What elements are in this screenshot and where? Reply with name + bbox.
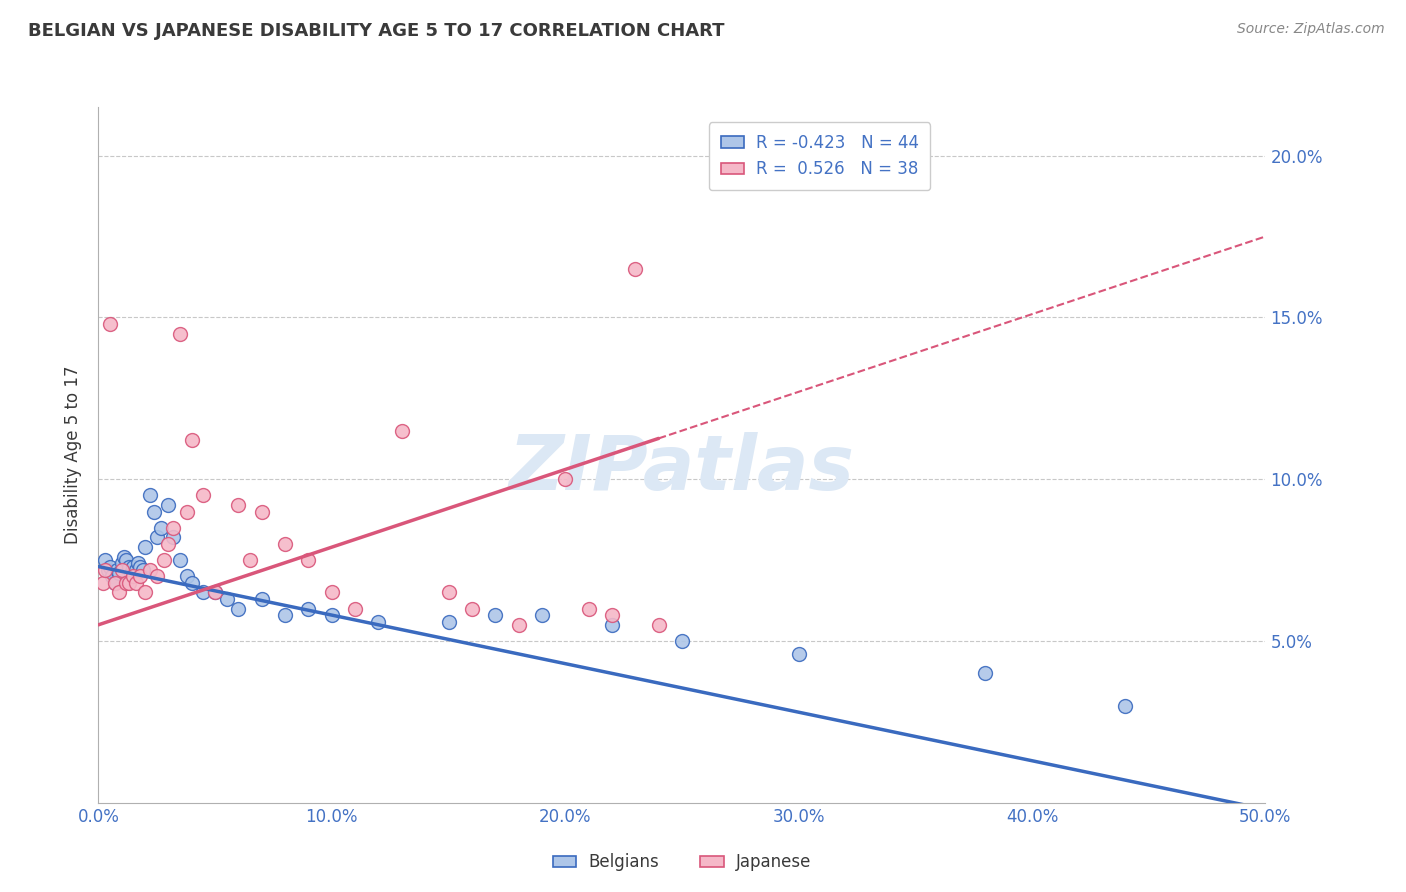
Point [180, 434, 202, 448]
Point [94, 563, 117, 577]
Point [647, 617, 669, 632]
Point [104, 575, 127, 590]
Point [624, 261, 647, 276]
Point [274, 537, 297, 551]
Point [297, 601, 319, 615]
Text: Source: ZipAtlas.com: Source: ZipAtlas.com [1237, 22, 1385, 37]
Point [239, 553, 262, 567]
Point [250, 504, 273, 518]
Point [228, 498, 250, 512]
Point [193, 585, 215, 599]
Point [143, 504, 166, 518]
Point [94, 553, 117, 567]
Point [129, 559, 152, 574]
Point [162, 531, 184, 545]
Point [118, 575, 141, 590]
Point [508, 617, 530, 632]
Point [150, 521, 173, 535]
Point [132, 563, 155, 577]
Point [98, 317, 121, 331]
Text: ZIPatlas: ZIPatlas [509, 432, 855, 506]
Point [204, 585, 226, 599]
Point [169, 326, 191, 341]
Point [108, 566, 131, 580]
Point [127, 557, 149, 571]
Point [344, 601, 367, 615]
Point [152, 553, 174, 567]
Point [176, 504, 198, 518]
Point [169, 553, 191, 567]
Point [139, 488, 162, 502]
Point [111, 563, 134, 577]
Point [125, 575, 148, 590]
Point [391, 424, 413, 438]
Point [108, 585, 131, 599]
Point [321, 608, 343, 623]
Point [600, 608, 623, 623]
Legend: Belgians, Japanese: Belgians, Japanese [547, 847, 817, 878]
Point [484, 608, 506, 623]
Point [98, 559, 121, 574]
Point [115, 553, 138, 567]
Point [146, 531, 169, 545]
Point [115, 575, 138, 590]
Point [228, 601, 250, 615]
Point [530, 608, 553, 623]
Text: BELGIAN VS JAPANESE DISABILITY AGE 5 TO 17 CORRELATION CHART: BELGIAN VS JAPANESE DISABILITY AGE 5 TO … [28, 22, 724, 40]
Point [204, 585, 226, 599]
Point [118, 559, 141, 574]
Point [162, 521, 184, 535]
Point [974, 666, 997, 681]
Point [129, 569, 152, 583]
Point [274, 608, 297, 623]
Point [104, 575, 127, 590]
Point [122, 559, 145, 574]
Point [122, 569, 145, 583]
Point [157, 537, 180, 551]
Point [250, 591, 273, 606]
Point [91, 575, 114, 590]
Point [437, 615, 460, 629]
Point [461, 601, 484, 615]
Point [437, 585, 460, 599]
Point [157, 498, 180, 512]
Point [215, 591, 238, 606]
Point [193, 488, 215, 502]
Point [112, 549, 135, 564]
Point [120, 566, 142, 580]
Y-axis label: Disability Age 5 to 17: Disability Age 5 to 17 [65, 366, 83, 544]
Point [146, 569, 169, 583]
Point [297, 553, 319, 567]
Point [125, 563, 148, 577]
Point [134, 585, 156, 599]
Point [139, 563, 162, 577]
Point [554, 472, 576, 486]
Point [176, 569, 198, 583]
Point [367, 615, 389, 629]
Point [321, 585, 343, 599]
Point [671, 634, 693, 648]
Point [111, 557, 134, 571]
Point [180, 575, 202, 590]
Point [578, 601, 600, 615]
Point [1114, 698, 1136, 713]
Point [600, 617, 623, 632]
Point [97, 563, 120, 577]
Point [134, 540, 156, 554]
Point [105, 563, 128, 577]
Point [787, 647, 810, 661]
Point [101, 569, 124, 583]
